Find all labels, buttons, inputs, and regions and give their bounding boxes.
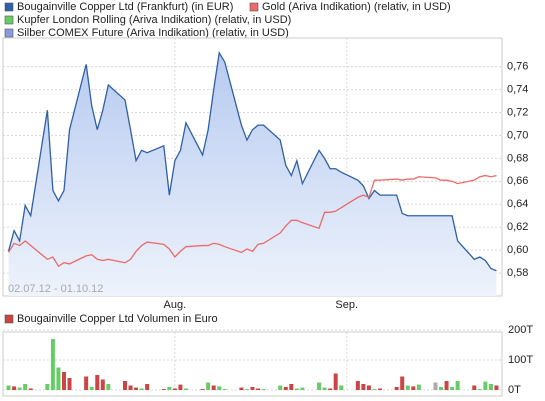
volume-bar [333,373,338,390]
volume-bar [494,385,499,390]
volume-bar [178,384,183,390]
legend-label: Gold (Ariva Indikation) (relativ, in USD… [262,1,451,13]
volume-bar [322,387,327,390]
volume-bar [23,384,28,390]
y-tick-label: 0,58 [507,267,528,279]
volume-bar [61,372,66,390]
line [7,174,497,268]
volume-bar [261,389,266,390]
volume-bar [405,385,410,390]
volume-bar [50,339,55,390]
date-range: 02.07.12 - 01.10.12 [8,283,103,295]
volume-bar [106,384,111,390]
area [8,52,497,297]
volume-bar [134,387,139,390]
y-tick-label: 0,64 [507,198,528,210]
y-tick-label: 0,60 [507,244,528,256]
plot-area [2,331,503,397]
volume-bar [294,388,299,390]
volume-bar [472,385,477,390]
volume-bar [128,385,133,390]
volume-bar [6,385,11,390]
y-tick-label: 0,62 [507,221,528,233]
legend-swatch [4,2,14,12]
volume-bar [67,378,72,390]
volume-bar [211,385,216,390]
volume-bar [372,389,377,390]
volume-bar [239,387,244,390]
y-tick-label: 0,76 [507,61,528,73]
volume-bar [206,382,211,390]
volume-bar [483,381,488,390]
volume-bar [17,387,22,390]
volume-bar [161,389,166,390]
volume-bar [95,375,100,390]
volume-bar [217,386,222,390]
x-tick-label: Sep. [335,299,358,311]
line [7,51,497,272]
volume-bar [317,382,322,390]
y-tick-label: 100T [508,354,533,366]
legend-swatch [4,28,14,38]
volume-bar [250,387,255,390]
volume-bar [339,385,344,390]
volume-bar [488,384,493,390]
volume-bar [283,387,288,390]
legend-swatch [249,2,259,12]
volume-bar [172,388,177,390]
volume-bar [394,387,399,390]
volume-bar [244,389,249,390]
title-swatch [4,314,14,324]
volume-bar [139,388,144,390]
volume-bar [328,388,333,390]
volume-bar [450,387,455,390]
y-tick-label: 0,72 [507,106,528,118]
volume-bar [416,384,421,390]
volume-bar [433,382,438,390]
volume-bar [200,389,205,390]
volume-bar [444,381,449,390]
legend-label: Bougainville Copper Ltd (Frankfurt) (in … [17,1,233,13]
y-tick-label: 0,68 [507,152,528,164]
legend-label: Kupfer London Rolling (Ariva Indikation)… [17,14,291,26]
volume-bar [278,385,283,390]
volume-bar [300,387,305,390]
y-tick-label: 0,70 [507,129,528,141]
volume-bar [122,381,127,390]
volume-bar [256,388,261,390]
volume-bar [12,386,17,390]
y-tick-label: 0T [508,384,521,396]
chart-title: Bougainville Copper Ltd Volumen in Euro [17,313,218,325]
volume-bar [400,376,405,390]
y-tick-label: 0,74 [507,84,528,96]
volume-bar [439,387,444,390]
volume-bar [361,384,366,390]
volume-bar [378,388,383,390]
legend-swatch [4,15,14,25]
volume-bar [366,385,371,390]
volume-bar [89,387,94,390]
y-tick-label: 0,66 [507,175,528,187]
x-tick-label: Aug. [164,299,187,311]
volume-bar [355,381,360,390]
volume-bar [28,388,33,390]
volume-bar [222,389,227,390]
volume-bar [45,384,50,390]
volume-bar [477,389,482,390]
volume-bar [289,384,294,390]
volume-bar [411,386,416,390]
legend-label: Silber COMEX Future (Ariva Indikation) (… [17,27,289,39]
volume-bar [455,381,460,390]
volume-bar [56,367,61,390]
volume-bar [167,387,172,390]
volume-bar [100,379,105,390]
y-tick-label: 200T [508,324,533,336]
volume-bar [183,388,188,390]
volume-bar [84,376,89,390]
volume-bar [145,384,150,390]
